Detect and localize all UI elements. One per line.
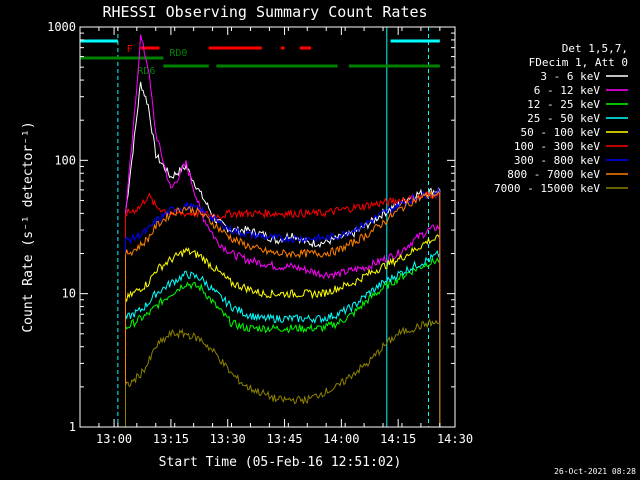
flag-label: F <box>127 44 133 55</box>
legend-label: 800 - 7000 keV <box>507 168 600 181</box>
legend-label: 300 - 800 keV <box>514 154 600 167</box>
series-line <box>125 256 441 427</box>
x-axis: 13:00 13:15 13:30 13:45 14:00 14:15 14:30 <box>79 27 473 446</box>
legend-label: 7000 - 15000 keV <box>494 182 600 195</box>
legend-label: 25 - 50 keV <box>527 112 600 125</box>
timestamp: 26-Oct-2021 08:28 <box>554 467 636 476</box>
flag-label: RD6 <box>137 66 155 77</box>
series-lines <box>125 34 441 427</box>
y-tick-label: 1 <box>69 420 76 434</box>
series-line <box>125 81 441 427</box>
series-line <box>125 234 441 427</box>
plot-frame <box>79 26 456 428</box>
x-tick-label: 13:30 <box>210 432 246 446</box>
y-tick-label: 1000 <box>47 20 76 34</box>
axes <box>79 26 456 428</box>
chart-title: RHESSI Observing Summary Count Rates <box>102 3 427 21</box>
legend-label: 3 - 6 keV <box>540 70 600 83</box>
legend-label: 50 - 100 keV <box>521 126 601 139</box>
legend-header-line-1: Det 1,5,7, <box>562 42 628 55</box>
legend-label: 12 - 25 keV <box>527 98 600 111</box>
series-line <box>125 34 441 427</box>
x-tick-label: 13:00 <box>96 432 132 446</box>
y-tick-label: 10 <box>62 287 76 301</box>
series-line <box>125 187 441 427</box>
legend-header-line-2: FDecim 1, Att 0 <box>529 56 628 69</box>
legend-label: 100 - 300 keV <box>514 140 600 153</box>
series-line <box>125 190 441 427</box>
legend-label: 6 - 12 keV <box>534 84 601 97</box>
y-tick-label: 100 <box>54 153 76 167</box>
x-tick-label: 14:15 <box>380 432 416 446</box>
y-axis: 1 10 100 1000 <box>47 20 455 434</box>
x-axis-label: Start Time (05-Feb-16 12:51:02) <box>159 455 402 470</box>
y-axis-label: Count Rate (s⁻¹ detector⁻¹) <box>21 121 36 332</box>
x-tick-label: 13:15 <box>153 432 189 446</box>
series-line <box>125 189 441 427</box>
status-flags: F RD0 RD6 <box>80 39 440 77</box>
x-tick-label: 14:30 <box>437 432 473 446</box>
series-line <box>125 249 441 427</box>
x-tick-label: 14:00 <box>323 432 359 446</box>
vertical-markers <box>117 27 429 427</box>
series-line <box>125 318 441 427</box>
flag-label: RD0 <box>169 48 187 59</box>
x-tick-label: 13:45 <box>266 432 302 446</box>
